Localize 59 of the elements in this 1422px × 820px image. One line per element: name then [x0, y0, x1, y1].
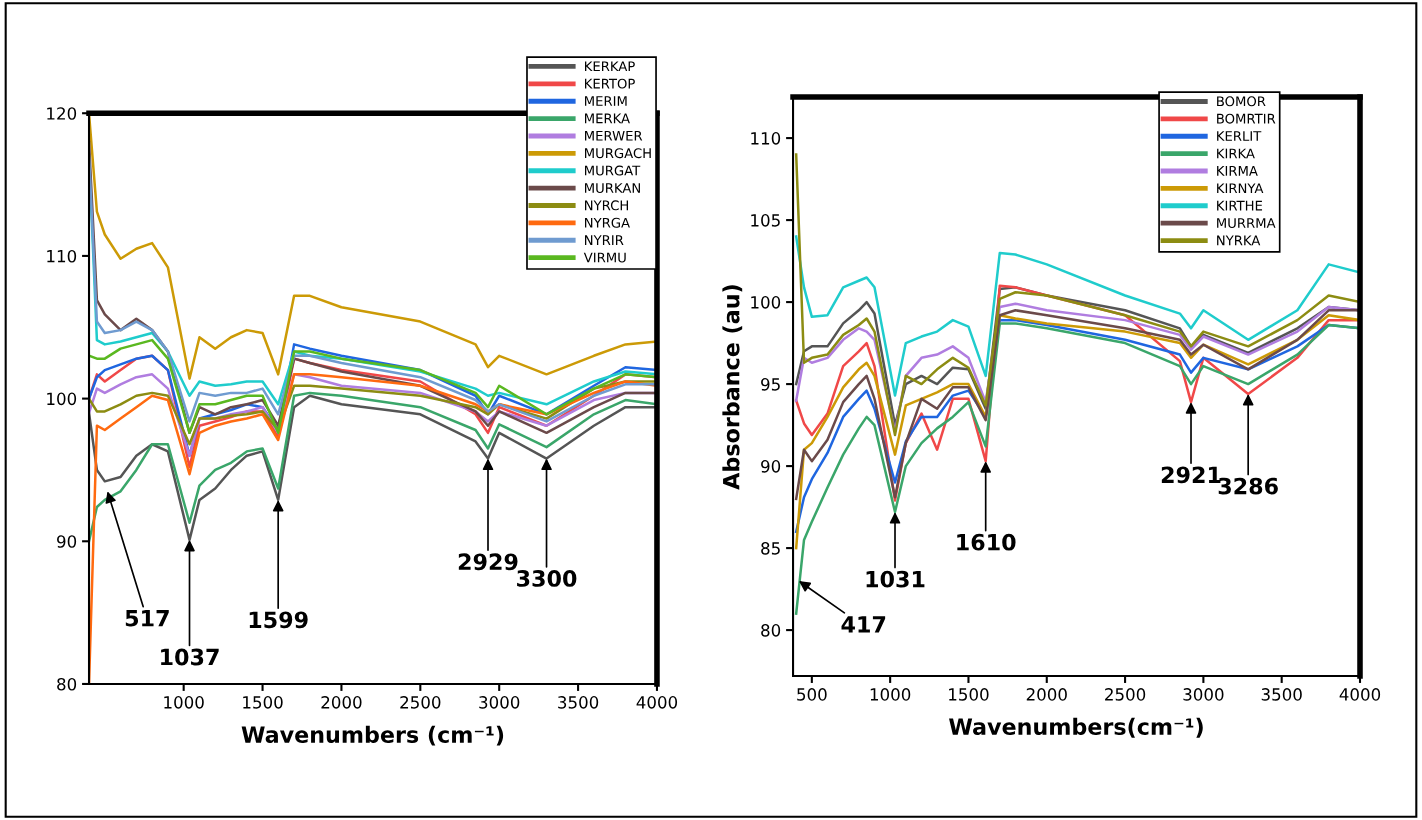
annotation: 2929: [458, 553, 518, 571]
annotation: 417: [841, 616, 886, 633]
x-tick-label: 1000: [164, 696, 204, 709]
legend-label: VIRMU: [583, 252, 626, 263]
legend-label: KERLIT: [1217, 131, 1262, 141]
legend-label: NYRGA: [585, 217, 630, 228]
x-tick-label: 1500: [243, 696, 283, 709]
legend-label: MURKAN: [585, 183, 640, 193]
legend-label: BOMRTIR: [1217, 113, 1276, 124]
x-tick-label: 3500: [1261, 688, 1302, 701]
annotation: 1031: [866, 570, 925, 588]
legend-label: KIRNYA: [1217, 183, 1264, 194]
legend-label: KIRKA: [1217, 148, 1255, 159]
annotation: 517: [125, 610, 169, 627]
y-tick-label: 120: [47, 107, 77, 120]
legend-label: NYRKA: [1217, 235, 1261, 246]
x-tick-label: 500: [797, 688, 827, 701]
y-tick-label: 90: [57, 535, 77, 548]
annotation: 1610: [957, 533, 1016, 551]
x-axis-title: Wavenumbers (cm⁻¹): [241, 725, 504, 746]
x-tick-label: 3000: [479, 696, 520, 709]
y-axis-title: Absorbance (au): [722, 285, 743, 490]
x-tick-label: 4000: [1339, 688, 1381, 701]
legend-label: NYRIR: [585, 235, 624, 245]
annotation: 3300: [517, 570, 577, 587]
x-tick-label: 4000: [636, 696, 678, 709]
x-tick-label: 2500: [400, 696, 441, 709]
y-tick-label: 80: [57, 677, 77, 691]
legend-label: MURGACH: [585, 148, 651, 159]
x-tick-label: 3000: [1183, 688, 1224, 701]
legend-label: MERWER: [585, 130, 643, 141]
legend-label: KERKAP: [585, 61, 635, 72]
y-tick-label: 80: [761, 624, 781, 637]
y-tick-label: 110: [751, 132, 781, 145]
y-tick-label: 85: [761, 542, 780, 555]
x-tick-label: 1500: [949, 688, 989, 701]
annotation: 1037: [161, 648, 219, 666]
x-axis-title: Wavenumbers(cm⁻¹): [949, 717, 1203, 738]
legend-label: MERKA: [585, 113, 630, 124]
legend-label: MURRMA: [1217, 218, 1276, 228]
legend-label: NYRCH: [585, 200, 628, 211]
y-tick-label: 105: [751, 214, 780, 227]
y-tick-label: 110: [47, 249, 77, 263]
y-tick-label: 90: [761, 460, 781, 473]
legend-label: BOMOR: [1217, 96, 1266, 107]
y-tick-label: 100: [751, 296, 781, 309]
annotation: 1599: [249, 611, 308, 629]
legend-label: KERTOP: [585, 78, 635, 89]
y-tick-label: 100: [47, 392, 77, 406]
x-tick-label: 3500: [558, 696, 599, 709]
x-tick-label: 2500: [1105, 688, 1146, 701]
legend-label: KIRTHE: [1217, 200, 1263, 211]
x-tick-label: 2000: [321, 696, 362, 709]
x-tick-label: 2000: [1026, 688, 1067, 701]
y-tick-label: 95: [761, 378, 780, 391]
x-tick-label: 1000: [870, 688, 911, 701]
legend-label: MURGAT: [585, 165, 641, 176]
legend-label: KIRMA: [1217, 166, 1258, 176]
legend-label: MERIM: [585, 96, 627, 106]
